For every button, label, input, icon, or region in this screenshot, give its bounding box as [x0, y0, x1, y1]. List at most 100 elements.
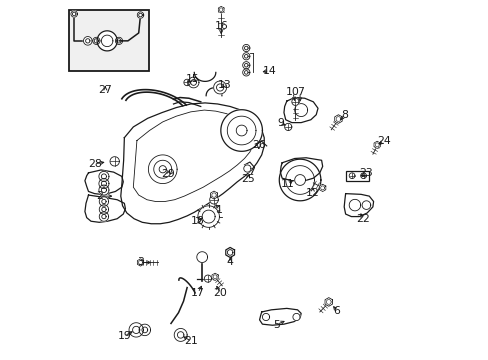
Polygon shape: [177, 332, 183, 338]
Polygon shape: [320, 186, 324, 190]
Text: 12: 12: [305, 188, 319, 198]
Text: 25: 25: [241, 174, 254, 184]
Polygon shape: [99, 205, 108, 214]
Polygon shape: [236, 125, 246, 136]
Text: 20: 20: [213, 288, 226, 298]
Polygon shape: [190, 80, 196, 85]
Polygon shape: [110, 157, 119, 166]
Bar: [69, 10, 149, 71]
Polygon shape: [204, 275, 211, 282]
Text: 10: 10: [285, 87, 299, 97]
Text: 29: 29: [161, 169, 175, 179]
Polygon shape: [101, 174, 106, 179]
Polygon shape: [242, 53, 249, 60]
Polygon shape: [129, 323, 143, 337]
Polygon shape: [85, 39, 90, 43]
Polygon shape: [284, 98, 317, 123]
Polygon shape: [244, 165, 250, 172]
Text: 21: 21: [184, 336, 198, 346]
Polygon shape: [227, 116, 255, 145]
Text: 3: 3: [137, 257, 143, 267]
Polygon shape: [360, 173, 366, 179]
Polygon shape: [153, 160, 171, 178]
Polygon shape: [285, 166, 314, 194]
Polygon shape: [213, 275, 217, 279]
Bar: [345, 171, 368, 181]
Polygon shape: [210, 191, 217, 199]
Polygon shape: [148, 155, 177, 184]
Polygon shape: [132, 326, 140, 333]
Text: 27: 27: [98, 85, 112, 95]
Polygon shape: [211, 193, 216, 197]
Polygon shape: [85, 170, 123, 194]
Polygon shape: [97, 31, 117, 51]
Polygon shape: [99, 179, 109, 189]
Text: 11: 11: [280, 179, 294, 189]
Polygon shape: [212, 273, 218, 280]
Polygon shape: [344, 194, 373, 217]
Polygon shape: [159, 166, 166, 173]
Polygon shape: [362, 201, 370, 210]
Polygon shape: [335, 117, 340, 121]
Polygon shape: [139, 13, 142, 17]
Polygon shape: [292, 314, 300, 320]
Polygon shape: [242, 69, 249, 76]
Polygon shape: [202, 210, 215, 223]
Polygon shape: [93, 37, 100, 44]
Polygon shape: [227, 250, 232, 255]
Polygon shape: [242, 44, 249, 51]
Polygon shape: [102, 215, 106, 219]
Text: 2: 2: [96, 191, 102, 201]
Polygon shape: [196, 252, 207, 262]
Text: 24: 24: [376, 136, 390, 145]
Polygon shape: [262, 314, 269, 320]
Polygon shape: [72, 12, 76, 16]
Text: 1: 1: [216, 206, 223, 216]
Text: 8: 8: [340, 111, 347, 121]
Polygon shape: [291, 98, 298, 105]
Polygon shape: [373, 141, 380, 148]
Polygon shape: [94, 39, 99, 43]
Polygon shape: [221, 110, 262, 151]
Polygon shape: [99, 185, 109, 195]
Polygon shape: [137, 259, 143, 266]
Polygon shape: [101, 188, 106, 193]
Text: 26: 26: [251, 140, 265, 150]
Polygon shape: [218, 6, 224, 13]
Text: 9: 9: [276, 118, 283, 128]
Polygon shape: [188, 77, 199, 88]
Polygon shape: [284, 123, 291, 131]
Polygon shape: [99, 197, 108, 206]
Polygon shape: [225, 247, 234, 257]
Text: 13: 13: [218, 80, 231, 90]
Polygon shape: [99, 212, 108, 221]
Polygon shape: [326, 300, 330, 304]
Text: 17: 17: [191, 288, 204, 298]
Polygon shape: [294, 175, 305, 185]
Text: 7: 7: [296, 87, 303, 97]
Polygon shape: [99, 171, 109, 181]
Polygon shape: [319, 184, 325, 192]
Polygon shape: [244, 71, 247, 74]
Polygon shape: [213, 81, 226, 94]
Text: 5: 5: [273, 320, 280, 329]
Polygon shape: [102, 199, 106, 204]
Polygon shape: [216, 84, 223, 91]
Polygon shape: [374, 143, 378, 147]
Polygon shape: [85, 195, 125, 222]
Polygon shape: [117, 39, 121, 43]
Polygon shape: [244, 54, 247, 58]
Polygon shape: [244, 46, 247, 50]
Text: 18: 18: [191, 216, 204, 226]
Text: 6: 6: [333, 306, 340, 316]
Text: 16: 16: [214, 21, 227, 31]
Polygon shape: [101, 35, 113, 46]
Polygon shape: [137, 12, 143, 18]
Text: 28: 28: [87, 159, 102, 169]
Polygon shape: [348, 199, 360, 211]
Polygon shape: [325, 298, 332, 306]
Text: 22: 22: [356, 215, 370, 224]
Polygon shape: [209, 195, 218, 204]
Polygon shape: [294, 104, 307, 117]
Text: 15: 15: [185, 74, 199, 84]
